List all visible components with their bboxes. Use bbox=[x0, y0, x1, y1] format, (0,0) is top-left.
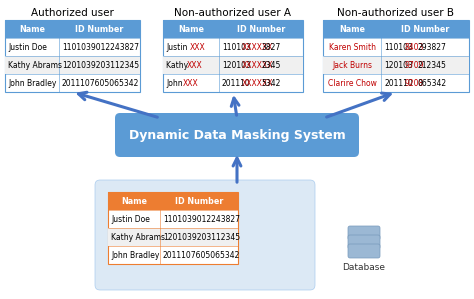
FancyBboxPatch shape bbox=[115, 113, 359, 157]
Bar bbox=[5, 20, 140, 38]
Text: 212345: 212345 bbox=[418, 60, 447, 69]
Text: XXX: XXX bbox=[186, 60, 202, 69]
Text: 1101039012243827: 1101039012243827 bbox=[62, 42, 139, 51]
Text: ID Number: ID Number bbox=[401, 25, 449, 33]
Bar bbox=[323, 20, 469, 38]
Text: XXXXXX: XXXXXX bbox=[242, 42, 273, 51]
Text: Name: Name bbox=[19, 25, 45, 33]
Text: Non-authorized user B: Non-authorized user B bbox=[337, 8, 455, 18]
Text: 1201039203112345: 1201039203112345 bbox=[62, 60, 139, 69]
Text: 1201039203112345: 1201039203112345 bbox=[163, 233, 240, 242]
Text: Jack Burns: Jack Burns bbox=[332, 60, 372, 69]
Text: 3827: 3827 bbox=[262, 42, 281, 51]
Bar bbox=[163, 56, 303, 74]
Text: Name: Name bbox=[121, 196, 147, 205]
Text: 9709: 9709 bbox=[404, 60, 424, 69]
Bar bbox=[108, 228, 238, 246]
Text: 2345: 2345 bbox=[262, 60, 281, 69]
Text: John: John bbox=[166, 79, 185, 88]
Bar bbox=[163, 20, 303, 38]
FancyBboxPatch shape bbox=[348, 235, 380, 249]
Text: 5342: 5342 bbox=[262, 79, 281, 88]
Text: 201110: 201110 bbox=[384, 79, 413, 88]
Text: Justin Doe: Justin Doe bbox=[8, 42, 47, 51]
Text: Authorized user: Authorized user bbox=[31, 8, 114, 18]
Text: 293827: 293827 bbox=[418, 42, 447, 51]
Text: XXX: XXX bbox=[190, 42, 206, 51]
Bar bbox=[323, 20, 469, 92]
Text: Kathy: Kathy bbox=[166, 60, 191, 69]
Text: 120103: 120103 bbox=[222, 60, 251, 69]
Text: ID Number: ID Number bbox=[75, 25, 124, 33]
Text: Non-authorized user A: Non-authorized user A bbox=[174, 8, 292, 18]
Text: 8403: 8403 bbox=[404, 42, 424, 51]
Text: Database: Database bbox=[343, 263, 385, 272]
Text: 110103: 110103 bbox=[222, 42, 251, 51]
FancyBboxPatch shape bbox=[95, 180, 315, 290]
Text: Kathy Abrams: Kathy Abrams bbox=[8, 60, 62, 69]
Text: Dynamic Data Masking System: Dynamic Data Masking System bbox=[128, 129, 346, 141]
Text: ID Number: ID Number bbox=[175, 196, 223, 205]
FancyBboxPatch shape bbox=[348, 244, 380, 258]
Text: Name: Name bbox=[178, 25, 204, 33]
Text: XXXXXX: XXXXXX bbox=[242, 60, 273, 69]
Text: Justin Doe: Justin Doe bbox=[111, 214, 150, 223]
Text: Name: Name bbox=[339, 25, 365, 33]
FancyBboxPatch shape bbox=[348, 226, 380, 240]
Text: 065342: 065342 bbox=[418, 79, 447, 88]
Text: ID Number: ID Number bbox=[237, 25, 285, 33]
Text: 1101039012243827: 1101039012243827 bbox=[163, 214, 240, 223]
Bar bbox=[108, 192, 238, 210]
Text: Karen Smith: Karen Smith bbox=[328, 42, 376, 51]
Text: 201110: 201110 bbox=[222, 79, 251, 88]
Text: Clarire Chow: Clarire Chow bbox=[328, 79, 377, 88]
Text: 2011107605065342: 2011107605065342 bbox=[62, 79, 139, 88]
Text: Kathy Abrams: Kathy Abrams bbox=[111, 233, 165, 242]
Text: XXX: XXX bbox=[183, 79, 199, 88]
Bar bbox=[163, 20, 303, 92]
Text: John Bradley: John Bradley bbox=[8, 79, 56, 88]
Bar bbox=[108, 192, 238, 264]
Text: 110103: 110103 bbox=[384, 42, 413, 51]
Bar bbox=[5, 20, 140, 92]
Text: 9208: 9208 bbox=[404, 79, 423, 88]
Bar bbox=[323, 56, 469, 74]
Text: 120103: 120103 bbox=[384, 60, 413, 69]
Text: John Bradley: John Bradley bbox=[111, 251, 159, 260]
Text: XXXXXX: XXXXXX bbox=[242, 79, 273, 88]
Bar bbox=[5, 56, 140, 74]
Text: Justin: Justin bbox=[166, 42, 190, 51]
Text: 2011107605065342: 2011107605065342 bbox=[163, 251, 240, 260]
